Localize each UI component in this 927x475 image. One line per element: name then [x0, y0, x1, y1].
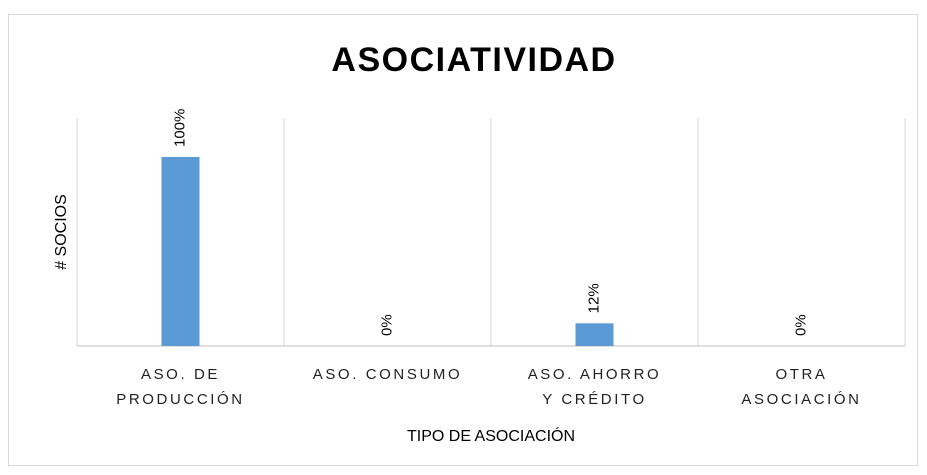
x-axis-title: TIPO DE ASOCIACIÓN [407, 426, 575, 445]
x-tick-label: ASO. DE PRODUCCIÓN [116, 366, 245, 408]
bar [161, 157, 200, 346]
chart-frame [8, 14, 918, 466]
data-label: 100% [171, 109, 188, 147]
data-label: 0% [378, 314, 395, 336]
x-tick-label: ASO. CONSUMO [312, 366, 463, 383]
data-label: 0% [792, 314, 809, 336]
data-label: 12% [585, 283, 602, 313]
y-axis-title: # SOCIOS [53, 194, 70, 270]
x-tick-label: OTRA ASOCIACIÓN [741, 366, 862, 408]
x-tick-label: ASO. AHORRO Y CRÉDITO [527, 366, 662, 408]
chart-title: ASOCIATIVIDAD [331, 41, 616, 79]
bar [575, 323, 614, 346]
